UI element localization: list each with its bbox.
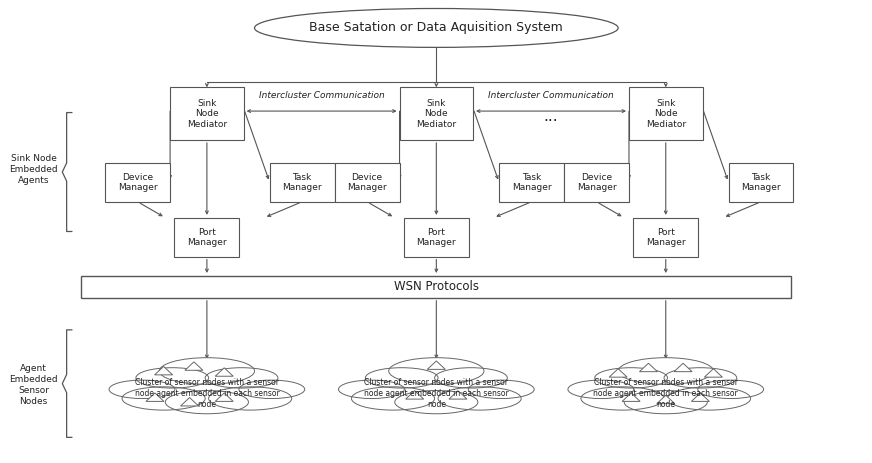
Polygon shape	[657, 395, 675, 404]
Text: Sink
Node
Mediator: Sink Node Mediator	[416, 99, 456, 129]
Ellipse shape	[581, 387, 664, 410]
Bar	[499, 163, 564, 202]
Polygon shape	[622, 393, 640, 401]
Ellipse shape	[109, 380, 175, 399]
Text: Cluster of sensor nodes with a sensor
node agent embedded in each sensor
node: Cluster of sensor nodes with a sensor no…	[364, 378, 508, 409]
Ellipse shape	[255, 8, 618, 47]
Bar	[106, 163, 170, 202]
Text: Intercluster Communication: Intercluster Communication	[488, 91, 614, 100]
Ellipse shape	[351, 387, 434, 410]
Ellipse shape	[389, 358, 484, 384]
Ellipse shape	[160, 358, 255, 384]
Text: WSN Protocols: WSN Protocols	[394, 281, 479, 294]
Polygon shape	[154, 366, 173, 375]
Bar	[335, 163, 399, 202]
Ellipse shape	[434, 368, 508, 388]
Polygon shape	[639, 363, 657, 372]
Text: Cluster of sensor nodes with a sensor
node agent embedded in each sensor
node: Cluster of sensor nodes with a sensor no…	[134, 378, 279, 409]
Text: Device
Manager: Device Manager	[576, 173, 617, 192]
Polygon shape	[674, 363, 692, 372]
Text: ...: ...	[544, 109, 558, 124]
Text: Task
Manager: Task Manager	[512, 173, 551, 192]
Ellipse shape	[205, 368, 278, 388]
Polygon shape	[215, 393, 233, 401]
Bar	[404, 218, 469, 257]
Polygon shape	[146, 393, 164, 401]
Ellipse shape	[624, 390, 707, 414]
Ellipse shape	[208, 387, 292, 410]
Text: Task
Manager: Task Manager	[741, 173, 780, 192]
Text: Port
Manager: Port Manager	[646, 227, 685, 247]
Polygon shape	[691, 393, 710, 401]
Text: Port
Manager: Port Manager	[187, 227, 227, 247]
Text: Sink
Node
Mediator: Sink Node Mediator	[187, 99, 227, 129]
Text: Intercluster Communication: Intercluster Communication	[259, 91, 385, 100]
Bar	[633, 218, 698, 257]
Bar	[399, 88, 473, 140]
Ellipse shape	[136, 368, 208, 388]
Text: Sink Node
Embedded
Agents: Sink Node Embedded Agents	[10, 154, 58, 185]
Text: Device
Manager: Device Manager	[347, 173, 387, 192]
Bar	[564, 163, 629, 202]
Bar	[170, 88, 243, 140]
Text: Agent
Embedded
Sensor
Nodes: Agent Embedded Sensor Nodes	[10, 363, 58, 406]
Text: Base Satation or Data Aquisition System: Base Satation or Data Aquisition System	[310, 21, 563, 34]
Ellipse shape	[166, 390, 249, 414]
Ellipse shape	[239, 380, 304, 399]
Ellipse shape	[468, 380, 535, 399]
Ellipse shape	[618, 358, 713, 384]
Polygon shape	[449, 391, 467, 399]
Ellipse shape	[698, 380, 764, 399]
Ellipse shape	[338, 380, 405, 399]
Polygon shape	[427, 361, 446, 369]
Polygon shape	[181, 398, 199, 406]
Text: Device
Manager: Device Manager	[118, 173, 158, 192]
Polygon shape	[705, 369, 722, 377]
Bar	[728, 163, 794, 202]
Text: Task
Manager: Task Manager	[283, 173, 322, 192]
Bar	[269, 163, 335, 202]
Ellipse shape	[667, 387, 751, 410]
Text: Cluster of sensor nodes with a sensor
node agent embedded in each sensor
node: Cluster of sensor nodes with a sensor no…	[593, 378, 738, 409]
Ellipse shape	[122, 387, 205, 410]
Ellipse shape	[595, 368, 667, 388]
Polygon shape	[405, 391, 424, 399]
Ellipse shape	[568, 380, 634, 399]
Ellipse shape	[664, 368, 737, 388]
Text: Sink
Node
Mediator: Sink Node Mediator	[645, 99, 685, 129]
Polygon shape	[610, 369, 627, 377]
Text: Port
Manager: Port Manager	[417, 227, 456, 247]
Ellipse shape	[438, 387, 521, 410]
Bar	[81, 276, 791, 298]
Bar	[629, 88, 703, 140]
Ellipse shape	[395, 390, 478, 414]
Polygon shape	[185, 362, 203, 370]
Polygon shape	[215, 368, 233, 376]
Ellipse shape	[365, 368, 438, 388]
Bar	[174, 218, 239, 257]
